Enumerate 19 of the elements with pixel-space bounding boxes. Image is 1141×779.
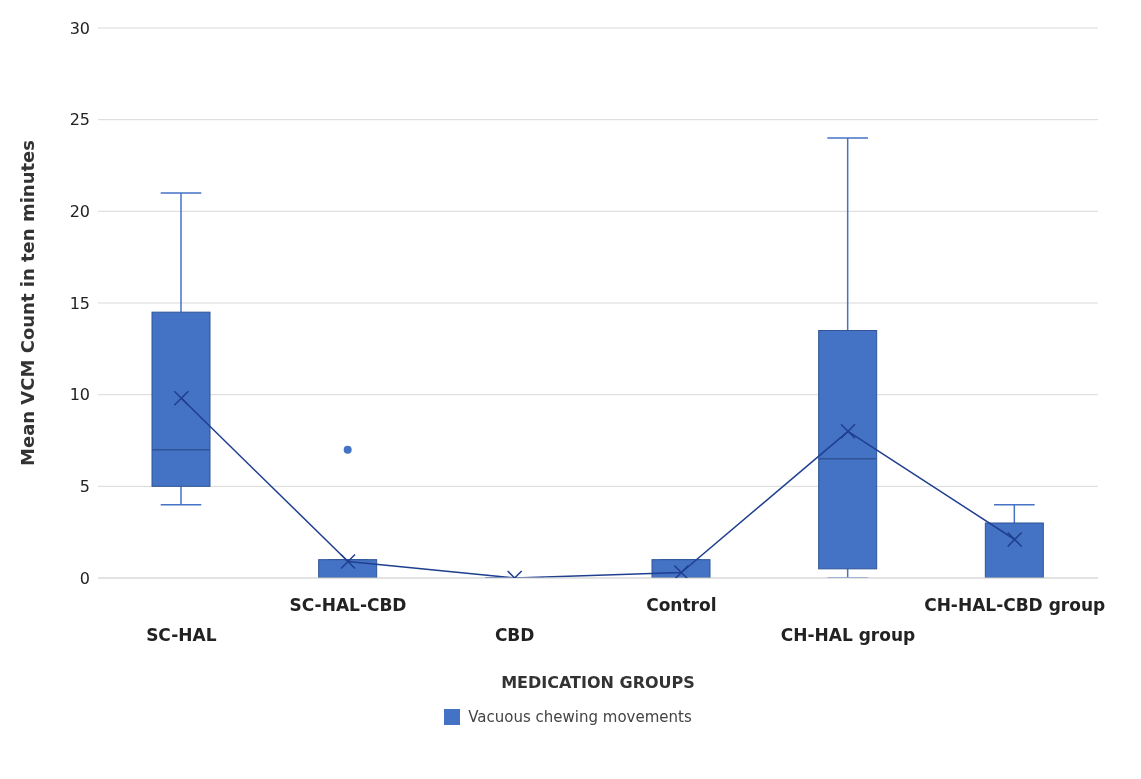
y-tick-label: 0 <box>79 568 90 588</box>
x-tick-label: CBD <box>494 624 535 645</box>
x-tick-label: Control <box>646 594 717 615</box>
y-tick-label: 30 <box>69 18 90 38</box>
y-tick-label: 25 <box>69 110 90 130</box>
point <box>173 390 190 407</box>
x-axis-title: MEDICATION GROUPS <box>501 673 695 692</box>
y-tick-label: 5 <box>79 477 90 497</box>
x-tick-label: SC-HAL <box>146 624 217 645</box>
x-tick-label: SC-HAL-CBD <box>289 594 407 615</box>
point <box>840 423 856 440</box>
y-tick-label: 10 <box>69 385 90 405</box>
legend-label: Vacuous chewing movements <box>468 708 692 726</box>
y-tick-label: 20 <box>69 202 90 222</box>
x-tick-label: CH-HAL group <box>780 624 916 645</box>
y-tick-label: 15 <box>69 293 90 313</box>
y-axis-title: Mean VCM Count in ten minutes <box>17 140 39 466</box>
point <box>1006 531 1023 548</box>
x-tick-label: CH-HAL-CBD group <box>924 594 1106 615</box>
